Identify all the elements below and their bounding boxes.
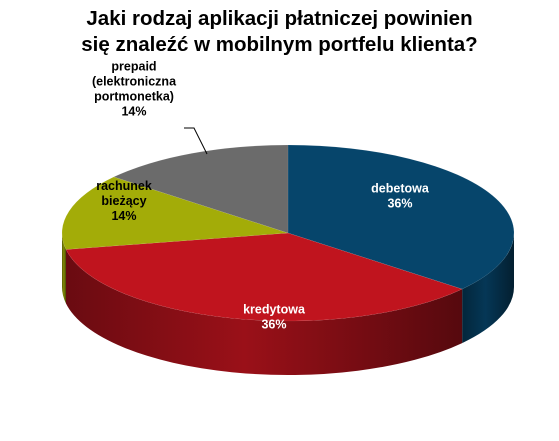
slice-label-2: rachunek bieżący 14%	[96, 179, 152, 223]
pie-slice-side-1	[66, 249, 463, 376]
slice-label-1: kredytowa 36%	[243, 303, 306, 332]
pie-labels: debetowa 36%kredytowa 36%rachunek bieżący 14…	[92, 60, 430, 332]
slice-value-2: 14%	[111, 209, 136, 223]
chart-title: Jaki rodzaj aplikacji płatniczej powinie…	[0, 6, 559, 58]
slice-value-0: 36%	[387, 197, 412, 211]
slice-label-0: debetowa 36%	[371, 182, 430, 211]
slice-value-3: 14%	[121, 105, 146, 119]
chart-title-line-2: się znaleźć w mobilnym portfelu klienta?	[81, 33, 478, 56]
pie-slice-3	[113, 144, 289, 234]
slice-value-1: 36%	[261, 318, 286, 332]
pie-tops	[61, 144, 515, 322]
slice-label-line-2: rachunek	[96, 179, 152, 193]
slice-label-line-0: debetowa	[371, 182, 430, 196]
leader-line-prepaid	[184, 127, 208, 155]
pie-slice-side-2	[62, 233, 67, 304]
slice-label-line-1: kredytowa	[243, 303, 306, 317]
slice-label-3: prepaid (elektroniczna portmonetka) 14%	[92, 60, 177, 119]
pie-sides	[62, 233, 514, 376]
pie-slice-1	[65, 232, 463, 322]
chart-title-line-1: Jaki rodzaj aplikacji płatniczej powinie…	[86, 7, 473, 30]
slice-label-line-3: portmonetka)	[94, 90, 174, 104]
slice-label-line-3: prepaid	[111, 60, 156, 74]
pie-slice-2	[61, 176, 289, 250]
slice-label-line-3: (elektroniczna	[92, 75, 177, 89]
slice-label-line-2: bieżący	[101, 194, 146, 208]
pie-slice-side-0	[462, 233, 514, 344]
pie-slice-0	[287, 144, 515, 290]
